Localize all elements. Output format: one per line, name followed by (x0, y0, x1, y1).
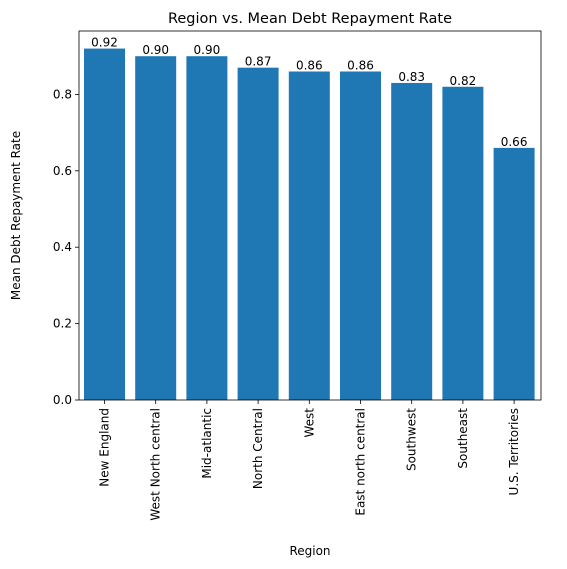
x-tick-label: North Central (251, 408, 265, 489)
bar-value-label: 0.86 (347, 58, 374, 72)
x-tick-label: West North central (149, 408, 163, 521)
y-tick-label: 0.8 (53, 87, 72, 101)
y-axis: 0.0 0.2 0.4 0.6 0.8 (53, 87, 79, 407)
bar (84, 48, 125, 400)
x-tick-label: Mid-atlantic (200, 408, 214, 479)
bar-value-label: 0.90 (194, 43, 221, 57)
bar (493, 147, 535, 400)
bar (135, 56, 177, 400)
bar-value-label: 0.66 (501, 135, 528, 149)
bar (340, 71, 381, 400)
chart-title: Region vs. Mean Debt Repayment Rate (168, 11, 452, 27)
bar (186, 56, 228, 400)
value-labels-group: 0.92 0.90 0.90 0.87 0.86 0.86 0.83 0.82 0.66 (91, 36, 527, 149)
bar-value-label: 0.83 (398, 70, 425, 84)
plot-frame (78, 30, 542, 401)
bar-value-label: 0.82 (450, 74, 477, 88)
x-tick-label: U.S. Territories (507, 408, 521, 495)
bar-value-label: 0.87 (245, 55, 272, 69)
x-tick-label: West (302, 408, 316, 438)
bar-value-label: 0.92 (91, 36, 118, 50)
x-tick-label: New England (98, 408, 112, 487)
bar (237, 67, 279, 400)
bar-value-label: 0.90 (142, 43, 169, 57)
bar (288, 71, 330, 400)
y-axis-label: Mean Debt Repayment Rate (9, 131, 23, 300)
x-axis-label: Region (289, 544, 330, 558)
x-axis: New England West North central Mid-atlanti… (98, 400, 521, 521)
bar-value-label: 0.86 (296, 58, 323, 72)
bar (391, 82, 433, 400)
x-tick-label: Southwest (405, 408, 419, 471)
y-tick-label: 0.6 (53, 164, 72, 178)
y-tick-label: 0.2 (53, 317, 72, 331)
y-tick-label: 0.4 (53, 240, 72, 254)
bars-group (84, 48, 535, 400)
x-tick-label: Southeast (456, 408, 470, 469)
x-tick-label: East north central (354, 408, 368, 516)
bar (442, 86, 484, 400)
y-tick-label: 0.0 (53, 393, 72, 407)
